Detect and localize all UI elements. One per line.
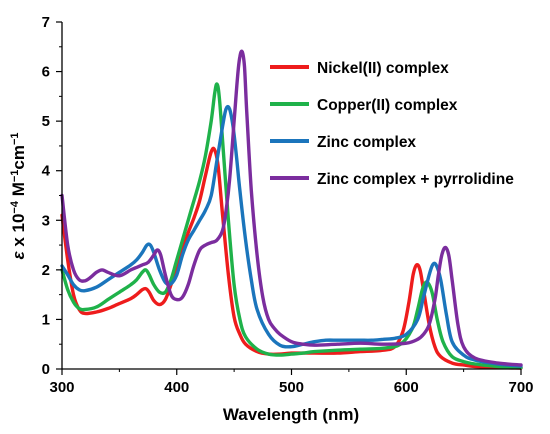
series-line-3 [60, 105, 523, 368]
ticks: 300 400 500 600 700 0 1 2 3 4 5 6 7 [42, 14, 534, 396]
y-tick-label: 4 [42, 163, 51, 180]
y-axis-exp-1: −4 [9, 200, 21, 213]
series-lines [60, 49, 523, 370]
legend-label: Zinc complex + pyrrolidine [317, 171, 514, 188]
y-axis-unit: M [9, 182, 28, 201]
y-tick-label: 0 [42, 361, 50, 378]
y-axis-symbol: ε [9, 251, 28, 260]
x-tick-label: 300 [49, 379, 74, 396]
x-axis-title: Wavelength (nm) [223, 405, 359, 424]
series-line-4 [60, 49, 523, 367]
legend-label: Nickel(II) complex [317, 60, 449, 77]
x-tick-label: 400 [164, 379, 189, 396]
y-tick-label: 1 [42, 311, 50, 328]
legend-label: Copper(II) complex [317, 97, 458, 114]
y-tick-label: 3 [42, 212, 50, 229]
y-tick-label: 6 [42, 64, 50, 81]
y-axis-text: x 10 [9, 214, 28, 252]
y-axis-exp-2: −1 [9, 170, 21, 183]
y-axis-unit-2: cm [9, 145, 28, 170]
y-axis-title: ε x 10−4 M−1cm−1 [9, 132, 28, 259]
axes [61, 22, 521, 370]
legend-label: Zinc complex [317, 134, 416, 151]
legend: Nickel(II) complex Copper(II) complex Zinc… [270, 60, 514, 188]
x-tick-label: 600 [394, 379, 419, 396]
x-tick-label: 700 [508, 379, 533, 396]
y-axis-exp-3: −1 [9, 132, 21, 145]
x-tick-label: 500 [279, 379, 304, 396]
series-line-2 [60, 82, 523, 370]
y-tick-label: 7 [42, 14, 50, 31]
y-tick-label: 5 [42, 113, 50, 130]
series-line-1 [60, 146, 523, 370]
y-tick-label: 2 [42, 262, 50, 279]
